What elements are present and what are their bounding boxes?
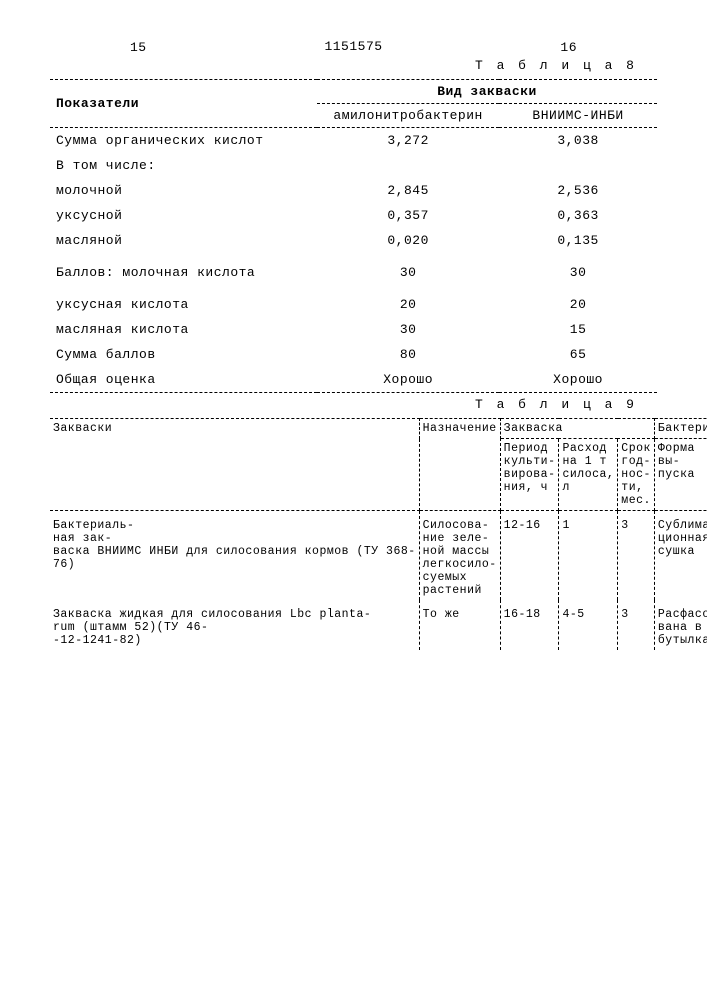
t8-row-v1: 2,845 [317,178,499,203]
t9-hdr-form: Форма вы-пуска [654,439,707,511]
t8-row-v2: 15 [499,317,657,342]
t9-row-shelf: 3 [618,600,655,650]
t8-row-label: уксусной [50,203,317,228]
t8-row-v2: Хорошо [499,367,657,393]
t8-row-v2: 2,536 [499,178,657,203]
table-9: Закваски Назначение Закваска Бактериальн… [50,418,707,650]
t9-hdr-rate-l: Расход на 1 т силоса, л [559,439,618,511]
t9-hdr-starter: Закваски [50,419,419,511]
t8-row-label: масляная кислота [50,317,317,342]
t9-hdr-period: Период культи-вирова-ния, ч [500,439,559,511]
t8-row-label: Сумма органических кислот [50,128,317,154]
t8-row-v1: 80 [317,342,499,367]
t9-row-purpose: Силосова-ние зеле-ной массы легкосило-су… [419,511,500,601]
t8-row-label: молочной [50,178,317,203]
t8-row-label: Общая оценка [50,367,317,393]
table-8: Показатели Вид закваски амилонитробактер… [50,79,657,393]
t8-subhdr-ami: амилонитробактерин [317,104,499,128]
t8-row-v1: 0,357 [317,203,499,228]
t9-hdr-purpose: Назначение [419,419,500,511]
t8-row-v2: 65 [499,342,657,367]
t8-row-v1: Хорошо [317,367,499,393]
t9-hdr-shelf: Срок год-нос-ти, мес. [618,439,655,511]
t9-row-shelf: 3 [618,511,655,601]
t8-row-v2: 20 [499,285,657,317]
t8-row-label: Сумма баллов [50,342,317,367]
t8-hdr-indicators: Показатели [50,80,317,128]
t8-row-v2 [499,153,657,178]
t9-row-starter: Закваска жидкая для силосования Lbc plan… [50,600,419,650]
t8-row-v1: 3,272 [317,128,499,154]
t8-row-label: масляной [50,228,317,253]
page-right: 16 [560,40,577,55]
t8-row-v1: 20 [317,285,499,317]
t8-row-v2: 3,038 [499,128,657,154]
t9-row-period: 16-18 [500,600,559,650]
t8-subhdr-vni: ВНИИМС-ИНБИ [499,104,657,128]
t8-row-v1: 30 [317,317,499,342]
t8-row-v2: 0,363 [499,203,657,228]
t8-row-v1: 30 [317,253,499,285]
table9-caption: Т а б л и ц а 9 [50,397,637,412]
table8-caption: Т а б л и ц а 8 [50,58,637,73]
t9-row-starter: Бактериаль-ная зак-васка ВНИИМС ИНБИ для… [50,511,419,601]
t9-row-purpose: То же [419,600,500,650]
t9-row-rate-l: 4-5 [559,600,618,650]
t8-hdr-type: Вид закваски [317,80,657,104]
t8-row-label: Баллов: молочная кислота [50,253,317,285]
page-left: 15 [130,40,147,55]
t8-row-v2: 0,135 [499,228,657,253]
t9-row-rate-l: 1 [559,511,618,601]
t8-row-label: уксусная кислота [50,285,317,317]
t9-row-form: Сублима-ционная сушка [654,511,707,601]
t8-row-v1: 0,020 [317,228,499,253]
t9-hdr-grp1: Закваска [500,419,654,439]
t8-row-v1 [317,153,499,178]
t9-row-form: Расфасо-вана в бутылках [654,600,707,650]
t8-row-v2: 30 [499,253,657,285]
t8-row-label: В том числе: [50,153,317,178]
t9-row-period: 12-16 [500,511,559,601]
t9-hdr-grp2: Бактериальный концентрат [654,419,707,439]
